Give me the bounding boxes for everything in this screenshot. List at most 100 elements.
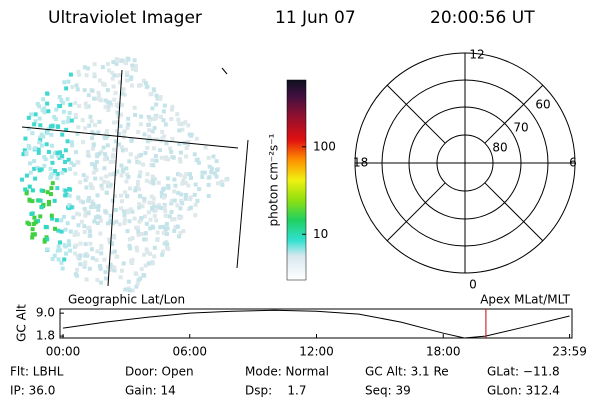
pixel	[81, 173, 86, 178]
pixel	[163, 213, 168, 218]
info-field: GLat: −11.8	[487, 365, 560, 379]
pixel	[112, 265, 117, 270]
pixel	[175, 203, 180, 208]
pixel	[39, 143, 44, 148]
pixel	[96, 203, 101, 208]
pixel	[114, 57, 119, 62]
pixel	[130, 63, 135, 68]
pixel	[86, 93, 91, 98]
pixel	[64, 192, 69, 197]
pixel	[106, 221, 111, 226]
pixel	[142, 273, 147, 278]
pixel	[52, 198, 57, 203]
y-tick-label: 9.0	[36, 306, 55, 320]
pixel	[26, 143, 31, 148]
pixel	[158, 148, 163, 153]
pixel	[90, 256, 95, 261]
pixel	[103, 209, 108, 214]
pixel	[100, 65, 105, 70]
pixel	[83, 211, 88, 216]
pixel	[175, 172, 180, 177]
pixel	[102, 257, 107, 262]
pixel	[106, 265, 111, 270]
pixel	[112, 171, 117, 176]
pixel	[124, 147, 129, 152]
pixel	[70, 143, 75, 148]
pixel	[97, 151, 102, 156]
pixel	[74, 273, 79, 278]
pixel	[92, 123, 97, 128]
pixel	[123, 190, 128, 195]
pixel	[49, 213, 54, 218]
pixel	[75, 232, 80, 237]
pixel	[148, 251, 153, 256]
pixel	[134, 185, 139, 190]
pixel	[105, 143, 110, 148]
pixel	[135, 182, 140, 187]
pixel	[158, 114, 163, 119]
pixel	[105, 100, 110, 105]
pixel	[126, 116, 131, 121]
pixel	[136, 232, 141, 237]
time: 20:00:56 UT	[430, 8, 535, 28]
pixel	[84, 277, 89, 282]
pixel	[136, 278, 141, 283]
pixel	[65, 119, 70, 124]
pixel	[155, 230, 160, 235]
pixel	[50, 123, 55, 128]
pixel	[200, 174, 205, 179]
pixel	[32, 215, 37, 220]
pixel	[143, 151, 148, 156]
pixel	[115, 128, 120, 133]
pixel	[33, 176, 38, 181]
pixel	[38, 214, 43, 219]
pixel	[54, 218, 59, 223]
pixel	[138, 170, 143, 175]
mlt-line	[484, 182, 544, 242]
pixel	[114, 102, 119, 107]
pixel	[52, 151, 57, 156]
alt-ylabel: GC Alt	[15, 304, 29, 342]
pixel	[150, 205, 155, 210]
pixel	[59, 98, 64, 103]
pixel	[143, 231, 148, 236]
pixel	[186, 183, 191, 188]
pixel	[86, 226, 91, 231]
pixel	[83, 213, 88, 218]
pixel	[48, 192, 53, 197]
pixel	[35, 165, 40, 170]
pixel	[83, 101, 88, 106]
pixel	[186, 123, 191, 128]
pixel	[150, 174, 155, 179]
info-field: GC Alt: 3.1 Re	[365, 365, 449, 379]
pixel	[71, 215, 76, 220]
pixel	[169, 117, 174, 122]
pixel	[110, 70, 115, 75]
pixel	[152, 213, 157, 218]
pixel	[113, 139, 118, 144]
pixel	[154, 207, 159, 212]
pixel	[84, 105, 89, 110]
pixel	[173, 225, 178, 230]
pixel	[147, 136, 152, 141]
pixel	[102, 157, 107, 162]
pixel	[136, 187, 141, 192]
pixel	[119, 268, 124, 273]
pixel	[197, 187, 202, 192]
pixel	[42, 239, 47, 244]
pixel	[57, 248, 62, 253]
pixel	[125, 194, 130, 199]
pixel	[90, 186, 95, 191]
pixel	[90, 146, 95, 151]
pixel	[177, 121, 182, 126]
pixel	[139, 267, 144, 272]
lat-label: 60	[535, 98, 550, 112]
pixel	[73, 171, 78, 176]
pixel	[148, 117, 153, 122]
pixel	[75, 131, 80, 136]
pixel	[54, 107, 59, 112]
pixel	[118, 206, 123, 211]
pixel	[124, 179, 129, 184]
pixel	[166, 185, 171, 190]
pixel	[80, 118, 85, 123]
